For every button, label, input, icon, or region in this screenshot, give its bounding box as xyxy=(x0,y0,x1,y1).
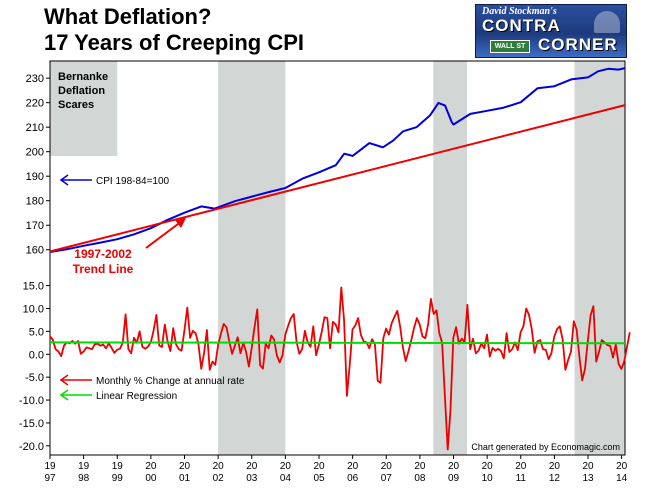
y-tick-label-lower: 0.0 xyxy=(29,349,44,361)
x-tick-label-bottom: 98 xyxy=(78,473,90,484)
shade-label-line: Bernanke xyxy=(58,71,108,83)
x-tick-label-top: 19 xyxy=(44,461,56,472)
y-tick-label-lower: -10.0 xyxy=(19,395,44,407)
y-tick-label-lower: 15.0 xyxy=(23,281,44,293)
cpi-legend-arrowhead xyxy=(59,174,69,186)
shaded-region-lower xyxy=(433,273,467,455)
x-tick-label-bottom: 09 xyxy=(448,473,460,484)
plot-area xyxy=(50,61,625,455)
trend-annotation-arrowhead xyxy=(175,218,186,228)
shaded-region-lower xyxy=(218,273,286,455)
x-tick-label-top: 20 xyxy=(482,461,494,472)
x-tick-label-bottom: 99 xyxy=(112,473,124,484)
x-tick-label-top: 20 xyxy=(246,461,258,472)
change-legend-label: Monthly % Change at annual rate xyxy=(96,376,245,387)
regression-legend-label: Linear Regression xyxy=(96,391,177,402)
logo-word-contra: CONTRA xyxy=(482,16,561,35)
y-tick-label-lower: -15.0 xyxy=(19,418,44,430)
y-tick-label-lower: -5.0 xyxy=(25,372,44,384)
x-tick-label-bottom: 10 xyxy=(482,473,494,484)
trend-line xyxy=(49,104,626,253)
title-line-2: 17 Years of Creeping CPI xyxy=(44,30,305,55)
x-tick-label-bottom: 12 xyxy=(549,473,561,484)
monthly-change-line xyxy=(49,286,631,451)
x-tick-label-top: 20 xyxy=(280,461,292,472)
shaded-region-lower xyxy=(574,273,625,455)
shade-label-line: Scares xyxy=(58,99,94,111)
x-tick-label-top: 20 xyxy=(381,461,393,472)
x-tick-label-bottom: 02 xyxy=(213,473,225,484)
x-tick-label-top: 20 xyxy=(616,461,628,472)
x-tick-label-bottom: 97 xyxy=(44,473,56,484)
x-tick-label-bottom: 05 xyxy=(313,473,325,484)
y-tick-label-lower: 10.0 xyxy=(23,303,44,315)
logo-word-corner: CORNER xyxy=(538,35,618,54)
x-tick-label-top: 20 xyxy=(145,461,157,472)
y-tick-label-lower: 5.0 xyxy=(29,326,44,338)
capitol-dome-icon xyxy=(594,11,620,33)
x-tick-label-bottom: 08 xyxy=(414,473,426,484)
contra-corner-logo[interactable]: David Stockman's CONTRA WALL ST CORNER xyxy=(475,4,627,58)
chart-title: What Deflation? 17 Years of Creeping CPI xyxy=(44,4,304,56)
shaded-region-upper xyxy=(574,61,625,274)
x-tick-label-top: 20 xyxy=(313,461,325,472)
cpi-legend-label: CPI 198-84=100 xyxy=(96,176,170,187)
shaded-region-upper xyxy=(433,61,467,274)
x-tick-label-top: 20 xyxy=(179,461,191,472)
y-tick-label-upper: 230 xyxy=(26,73,44,85)
x-tick-label-bottom: 01 xyxy=(179,473,191,484)
x-tick-label-top: 20 xyxy=(347,461,359,472)
y-tick-label-upper: 180 xyxy=(26,196,44,208)
y-tick-label-upper: 210 xyxy=(26,122,44,134)
x-tick-label-top: 20 xyxy=(515,461,527,472)
x-tick-label-top: 19 xyxy=(112,461,124,472)
title-line-1: What Deflation? xyxy=(44,4,212,29)
x-tick-label-top: 20 xyxy=(414,461,426,472)
shaded-region-upper xyxy=(218,61,286,274)
trend-annotation-label: 1997-2002 xyxy=(74,247,132,261)
y-tick-label-upper: 190 xyxy=(26,171,44,183)
shade-label-line: Deflation xyxy=(58,85,105,97)
x-tick-label-top: 19 xyxy=(78,461,90,472)
x-tick-label-top: 20 xyxy=(549,461,561,472)
y-tick-label-upper: 220 xyxy=(26,98,44,110)
change-legend-arrowhead xyxy=(59,374,69,386)
x-tick-label-bottom: 07 xyxy=(381,473,393,484)
y-tick-label-upper: 200 xyxy=(26,147,44,159)
y-tick-label-upper: 160 xyxy=(26,245,44,257)
street-sign-icon: WALL ST xyxy=(490,40,530,53)
trend-annotation-arrow xyxy=(145,220,183,249)
x-tick-label-bottom: 00 xyxy=(145,473,157,484)
y-tick-label-lower: -20.0 xyxy=(19,441,44,453)
x-tick-label-top: 20 xyxy=(448,461,460,472)
logo-byline: David Stockman's xyxy=(482,6,557,17)
x-tick-label-bottom: 13 xyxy=(582,473,594,484)
regression-line xyxy=(49,341,626,345)
x-tick-label-bottom: 03 xyxy=(246,473,258,484)
plot-frame xyxy=(49,60,626,456)
economagic-credit: Chart generated by Economagic.com xyxy=(471,442,620,452)
x-tick-label-bottom: 14 xyxy=(616,473,628,484)
x-tick-label-top: 20 xyxy=(582,461,594,472)
x-tick-label-bottom: 11 xyxy=(516,473,527,484)
y-tick-label-upper: 170 xyxy=(26,220,44,232)
x-tick-label-top: 20 xyxy=(213,461,225,472)
x-tick-label-bottom: 06 xyxy=(347,473,359,484)
regression-legend-arrowhead xyxy=(59,389,69,401)
x-tick-label-bottom: 04 xyxy=(280,473,292,484)
shaded-region-upper xyxy=(50,61,118,156)
cpi-series-line xyxy=(49,67,626,253)
trend-annotation-label: Trend Line xyxy=(73,262,134,276)
